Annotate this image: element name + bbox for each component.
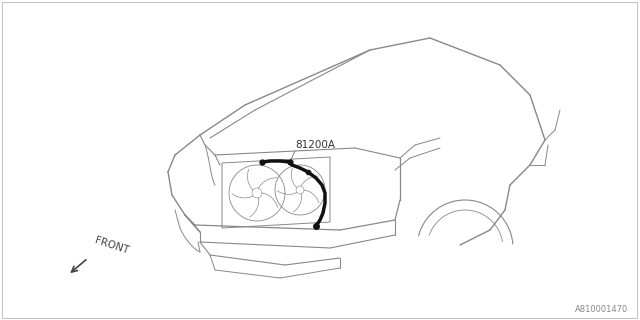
Text: 81200A: 81200A: [295, 140, 335, 150]
Text: A810001470: A810001470: [575, 305, 628, 314]
Text: FRONT: FRONT: [93, 236, 130, 256]
